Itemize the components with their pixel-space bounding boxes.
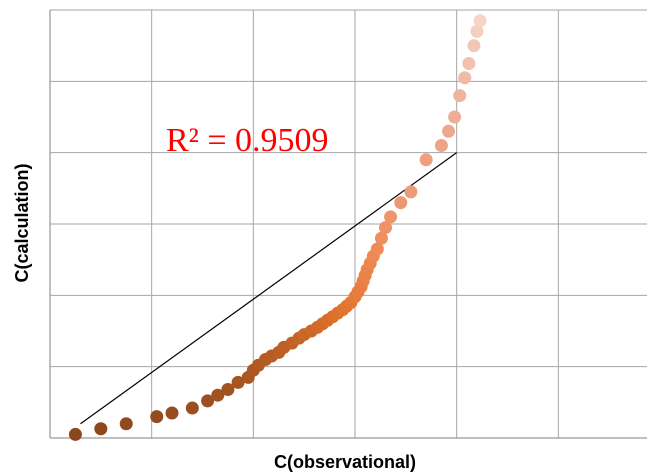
- data-point: [370, 242, 384, 256]
- data-point: [394, 196, 408, 210]
- data-point: [434, 139, 448, 153]
- data-point: [94, 422, 108, 436]
- data-points: [68, 14, 487, 441]
- data-point: [374, 231, 388, 245]
- data-point: [231, 375, 245, 389]
- data-point: [473, 14, 487, 28]
- data-point: [419, 153, 433, 167]
- x-axis-title: C(observational): [274, 452, 416, 472]
- data-point: [470, 24, 484, 38]
- data-point: [442, 124, 456, 138]
- data-point: [467, 39, 481, 53]
- trendline-layer: [80, 152, 458, 425]
- data-point: [150, 410, 164, 424]
- data-point: [453, 89, 467, 103]
- data-point: [68, 427, 82, 441]
- data-point: [221, 382, 235, 396]
- data-point: [462, 57, 476, 70]
- data-point: [379, 221, 392, 235]
- data-point: [119, 417, 133, 431]
- data-point: [185, 401, 199, 415]
- r-squared-annotation: R² = 0.9509: [166, 122, 329, 159]
- trendline: [80, 152, 458, 425]
- data-point: [448, 110, 462, 124]
- data-point: [384, 210, 398, 224]
- grid: [49, 9, 647, 439]
- y-axis-title: C(calculation): [12, 163, 32, 282]
- data-point: [165, 406, 179, 420]
- data-point: [458, 71, 472, 85]
- data-point: [404, 185, 418, 199]
- data-point: [211, 388, 225, 402]
- data-point: [201, 394, 215, 408]
